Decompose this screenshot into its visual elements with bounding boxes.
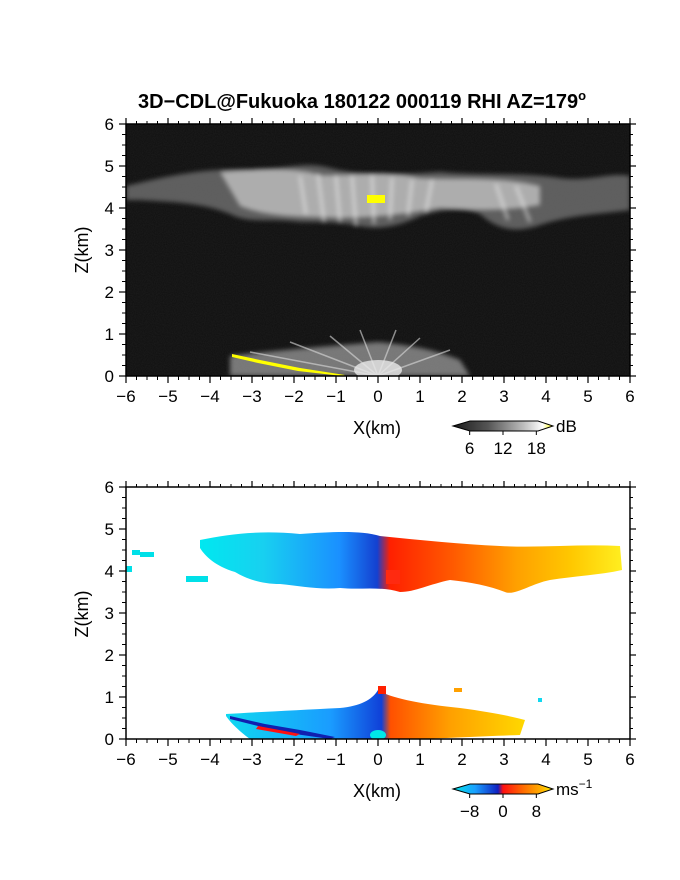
x-tick-label: −3 [242,750,261,769]
x-tick-label: −6 [116,387,135,406]
velocity-upper-layer [200,532,622,593]
colorbar-tick-label: 18 [527,439,546,458]
colorbar-tick-label: 6 [465,439,474,458]
velocity-echo-fragment [378,686,386,694]
x-tick-label: 0 [373,387,382,406]
x-tick-label: −4 [200,750,219,769]
reflectivity-ground-clutter [232,354,345,376]
x-tick-label: −5 [158,387,177,406]
reflectivity-y-label: Z(km) [72,227,92,274]
x-tick-label: −2 [284,387,303,406]
velocity-colorbar-unit: ms−1 [556,777,593,799]
colorbar-tick-label: −8 [460,802,479,821]
velocity-colorbar-body [451,783,555,795]
x-tick-label: 2 [457,387,466,406]
reflectivity-ticks: −6 −5 −4 −3 −2 −1 0 1 2 3 4 5 6 0 1 2 3 4 5 6 [105,115,636,406]
velocity-echo-fragment [186,576,208,582]
x-tick-label: 4 [541,387,550,406]
figure-title: 3D−CDL@Fukuoka 180122 000119 RHI AZ=179o [138,88,586,113]
reflectivity-colorbar-body [451,420,555,432]
x-tick-label: 4 [541,750,550,769]
reflectivity-colorbar: 6 12 18 dB [451,417,577,458]
velocity-echo-fragment [140,552,154,557]
reflectivity-near-radar [354,360,402,376]
x-tick-label: −2 [284,750,303,769]
y-tick-label: 2 [105,646,114,665]
y-tick-label: 0 [105,367,114,386]
x-tick-label: 3 [499,750,508,769]
y-tick-label: 5 [105,157,114,176]
y-tick-label: 1 [105,688,114,707]
reflectivity-colorbar-unit: dB [556,417,577,436]
x-tick-label: 1 [415,750,424,769]
colorbar-tick-label: 8 [532,802,541,821]
reflectivity-colorbar-ticks: 6 12 18 [465,431,546,458]
x-tick-label: 5 [583,387,592,406]
reflectivity-hot-spot [367,195,385,203]
x-tick-label: 0 [373,750,382,769]
velocity-echo-fragment [538,698,542,702]
x-tick-label: 6 [625,387,634,406]
doppler-velocity-panel: −6 −5 −4 −3 −2 −1 0 1 2 3 4 5 6 0 1 2 3 4 5 6 X(km) Z(km) −… [72,478,636,821]
velocity-ticks: −6 −5 −4 −3 −2 −1 0 1 2 3 4 5 6 0 1 2 3 4 5 6 [105,478,636,769]
colorbar-tick-label: 0 [498,802,507,821]
y-tick-label: 0 [105,730,114,749]
reflectivity-x-label: X(km) [353,418,401,438]
reflectivity-streaks [298,173,532,227]
x-tick-label: −6 [116,750,135,769]
y-tick-label: 5 [105,520,114,539]
velocity-lower-layer [226,690,525,739]
velocity-echo-fragment [386,570,400,584]
y-tick-label: 3 [105,241,114,260]
velocity-colorbar: −8 0 8 ms−1 [451,777,593,821]
x-tick-label: 5 [583,750,592,769]
reflectivity-noise [126,124,630,376]
velocity-colorbar-ticks: −8 0 8 [460,794,541,821]
y-tick-label: 2 [105,283,114,302]
x-tick-label: 2 [457,750,466,769]
x-tick-label: −5 [158,750,177,769]
x-tick-label: −1 [326,750,345,769]
velocity-echo-fragment [454,688,462,692]
velocity-ground-clutter-red [256,726,300,736]
velocity-ground-clutter [230,716,335,739]
velocity-echo-fragment [126,566,132,572]
y-tick-label: 4 [105,199,114,218]
x-tick-label: 3 [499,387,508,406]
velocity-near-radar [370,730,386,739]
velocity-echo-fragment [132,550,140,555]
y-tick-label: 6 [105,115,114,134]
y-tick-label: 4 [105,562,114,581]
x-tick-label: −3 [242,387,261,406]
y-tick-label: 3 [105,604,114,623]
x-tick-label: −1 [326,387,345,406]
x-tick-label: −4 [200,387,219,406]
y-tick-label: 6 [105,478,114,497]
y-tick-label: 1 [105,325,114,344]
x-tick-label: 6 [625,750,634,769]
velocity-x-label: X(km) [353,781,401,801]
x-tick-label: 1 [415,387,424,406]
velocity-y-label: Z(km) [72,591,92,638]
colorbar-tick-label: 12 [494,439,513,458]
